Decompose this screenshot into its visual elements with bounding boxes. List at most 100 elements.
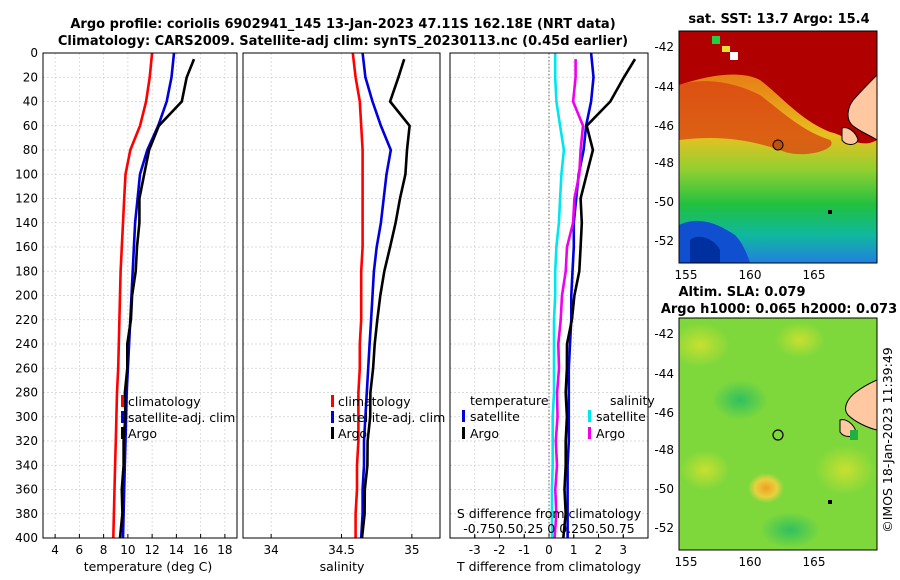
depth-tick-label: 360: [15, 483, 38, 497]
legend-swatch-s-argo: [588, 427, 591, 439]
series-line-t-argo: [562, 58, 637, 539]
sst-patch: [730, 52, 738, 60]
figure-title-line2: Climatology: CARS2009. Satellite-adj cli…: [58, 34, 628, 49]
sst-warm-region: [679, 31, 877, 144]
panel-frame: [42, 52, 238, 539]
sst-cold-core: [690, 236, 720, 263]
legend-label-climatology: climatology: [338, 394, 411, 409]
legend-swatch-t-satellite: [462, 410, 465, 422]
sla-island: [828, 500, 832, 504]
x-tick-label: 8: [100, 543, 108, 557]
map-lon-tick-label: 155: [675, 555, 698, 569]
s-difference-ticks: -0.750.50.25 0 0.250.50.75: [463, 521, 635, 536]
x-tick-label: 6: [76, 543, 84, 557]
x-tick-label: 35: [404, 543, 419, 557]
x-tick-label: 2: [595, 543, 603, 557]
panel-frame: [242, 52, 441, 539]
legend-heading-salinity: salinity: [610, 393, 655, 408]
x-tick-label: 0: [545, 543, 553, 557]
map-lat-tick-label: -48: [654, 156, 674, 170]
imos-credit: ©IMOS 18-Jan-2023 11:39:49: [880, 347, 895, 533]
depth-tick-label: 20: [23, 70, 38, 84]
map-lon-tick-label: 165: [803, 268, 826, 282]
series-line-satellite-adj-clim: [359, 52, 393, 539]
sst-patch: [712, 36, 720, 44]
map-lat-tick-label: -50: [654, 195, 674, 209]
map-lat-tick-label: -48: [654, 443, 674, 457]
temperature-xlabel: temperature (deg C): [84, 559, 213, 574]
s-difference-label: S difference from climatology: [457, 506, 642, 521]
depth-tick-label: 400: [15, 531, 38, 545]
x-tick-label: 3: [619, 543, 627, 557]
legend-swatch-argo: [121, 427, 124, 439]
difference-legend: temperature salinity satellite Argo sate…: [462, 393, 655, 441]
legend-swatch-climatology: [121, 395, 124, 407]
x-tick-label: 4: [51, 543, 59, 557]
legend-label-t-argo: Argo: [470, 426, 499, 441]
sst-map-frame: [678, 30, 878, 264]
sla-argo-marker: [772, 429, 784, 441]
depth-tick-label: 180: [15, 264, 38, 278]
map-lon-tick-label: 165: [803, 555, 826, 569]
legend-swatch-satellite: [331, 411, 334, 423]
sla-map: Altim. SLA: 0.079 Argo h1000: 0.065 h200…: [654, 285, 897, 569]
legend-label-argo: Argo: [338, 426, 367, 441]
x-tick-label: -1: [518, 543, 530, 557]
map-lon-tick-label: 160: [739, 268, 762, 282]
sla-anomaly: [748, 473, 784, 503]
legend-label-t-satellite: satellite: [470, 409, 520, 424]
legend-label-argo: Argo: [128, 426, 157, 441]
difference-xlabel: T difference from climatology: [456, 559, 642, 574]
x-tick-label: 34.5: [328, 543, 355, 557]
sla-map-ticks: -42 -44 -46 -48 -50 -52 155 160 165: [654, 327, 825, 569]
x-tick-label: 18: [217, 543, 232, 557]
x-tick-label: 12: [144, 543, 159, 557]
legend-swatch-s-satellite: [588, 410, 591, 422]
temperature-legend: climatology satellite-adj. clim Argo: [121, 394, 235, 441]
figure-title-line1: Argo profile: coriolis 6902941_145 13-Ja…: [70, 17, 615, 32]
depth-tick-label: 200: [15, 289, 38, 303]
depth-tick-label: 240: [15, 337, 38, 351]
series-line-argo: [118, 58, 196, 539]
depth-axis: 0 20 40 60 80 100 120 140 160 180 200 220 240 260 280 3…: [15, 46, 38, 545]
depth-tick-label: 160: [15, 240, 38, 254]
sst-map-ticks: -42 -44 -46 -48 -50 -52 155 160 165: [654, 40, 825, 282]
legend-swatch-satellite: [121, 411, 124, 423]
depth-tick-label: 60: [23, 119, 38, 133]
sla-map-title-1: Altim. SLA: 0.079: [679, 285, 806, 300]
depth-tick-label: 140: [15, 216, 38, 230]
x-tick-label: 10: [120, 543, 135, 557]
x-tick-label: 16: [193, 543, 208, 557]
depth-tick-label: 0: [30, 46, 38, 60]
map-lat-tick-label: -52: [654, 521, 674, 535]
temperature-panel: 4 6 8 10 12 14 16 18: [42, 52, 238, 557]
depth-tick-label: 340: [15, 458, 38, 472]
series-line-s-argo: [553, 59, 585, 539]
depth-tick-label: 320: [15, 434, 38, 448]
difference-panel: -3 -2 -1 0 1 2 3: [449, 52, 649, 557]
sla-land-newzealand: [845, 379, 877, 431]
sla-patch: [850, 430, 858, 440]
depth-tick-label: 120: [15, 192, 38, 206]
depth-tick-label: 100: [15, 167, 38, 181]
sst-argo-marker: [772, 139, 784, 151]
series-line-t-satellite: [566, 52, 595, 538]
legend-label-climatology: climatology: [128, 394, 201, 409]
depth-tick-label: 280: [15, 386, 38, 400]
map-lat-tick-label: -46: [654, 119, 674, 133]
legend-swatch-argo: [331, 427, 334, 439]
legend-label-satellite: satellite-adj. clim: [128, 410, 235, 425]
map-lat-tick-label: -44: [654, 80, 674, 94]
depth-tick-label: 300: [15, 410, 38, 424]
x-tick-label: -2: [494, 543, 506, 557]
legend-label-s-satellite: satellite: [596, 409, 646, 424]
sst-island: [828, 210, 832, 214]
sla-anomaly: [712, 380, 768, 420]
depth-tick-label: 220: [15, 313, 38, 327]
sst-patch: [722, 46, 730, 52]
map-lat-tick-label: -44: [654, 367, 674, 381]
sla-map-frame: [678, 317, 878, 551]
sla-map-title-2: Argo h1000: 0.065 h2000: 0.073: [661, 302, 897, 317]
sla-anomaly: [679, 323, 730, 367]
